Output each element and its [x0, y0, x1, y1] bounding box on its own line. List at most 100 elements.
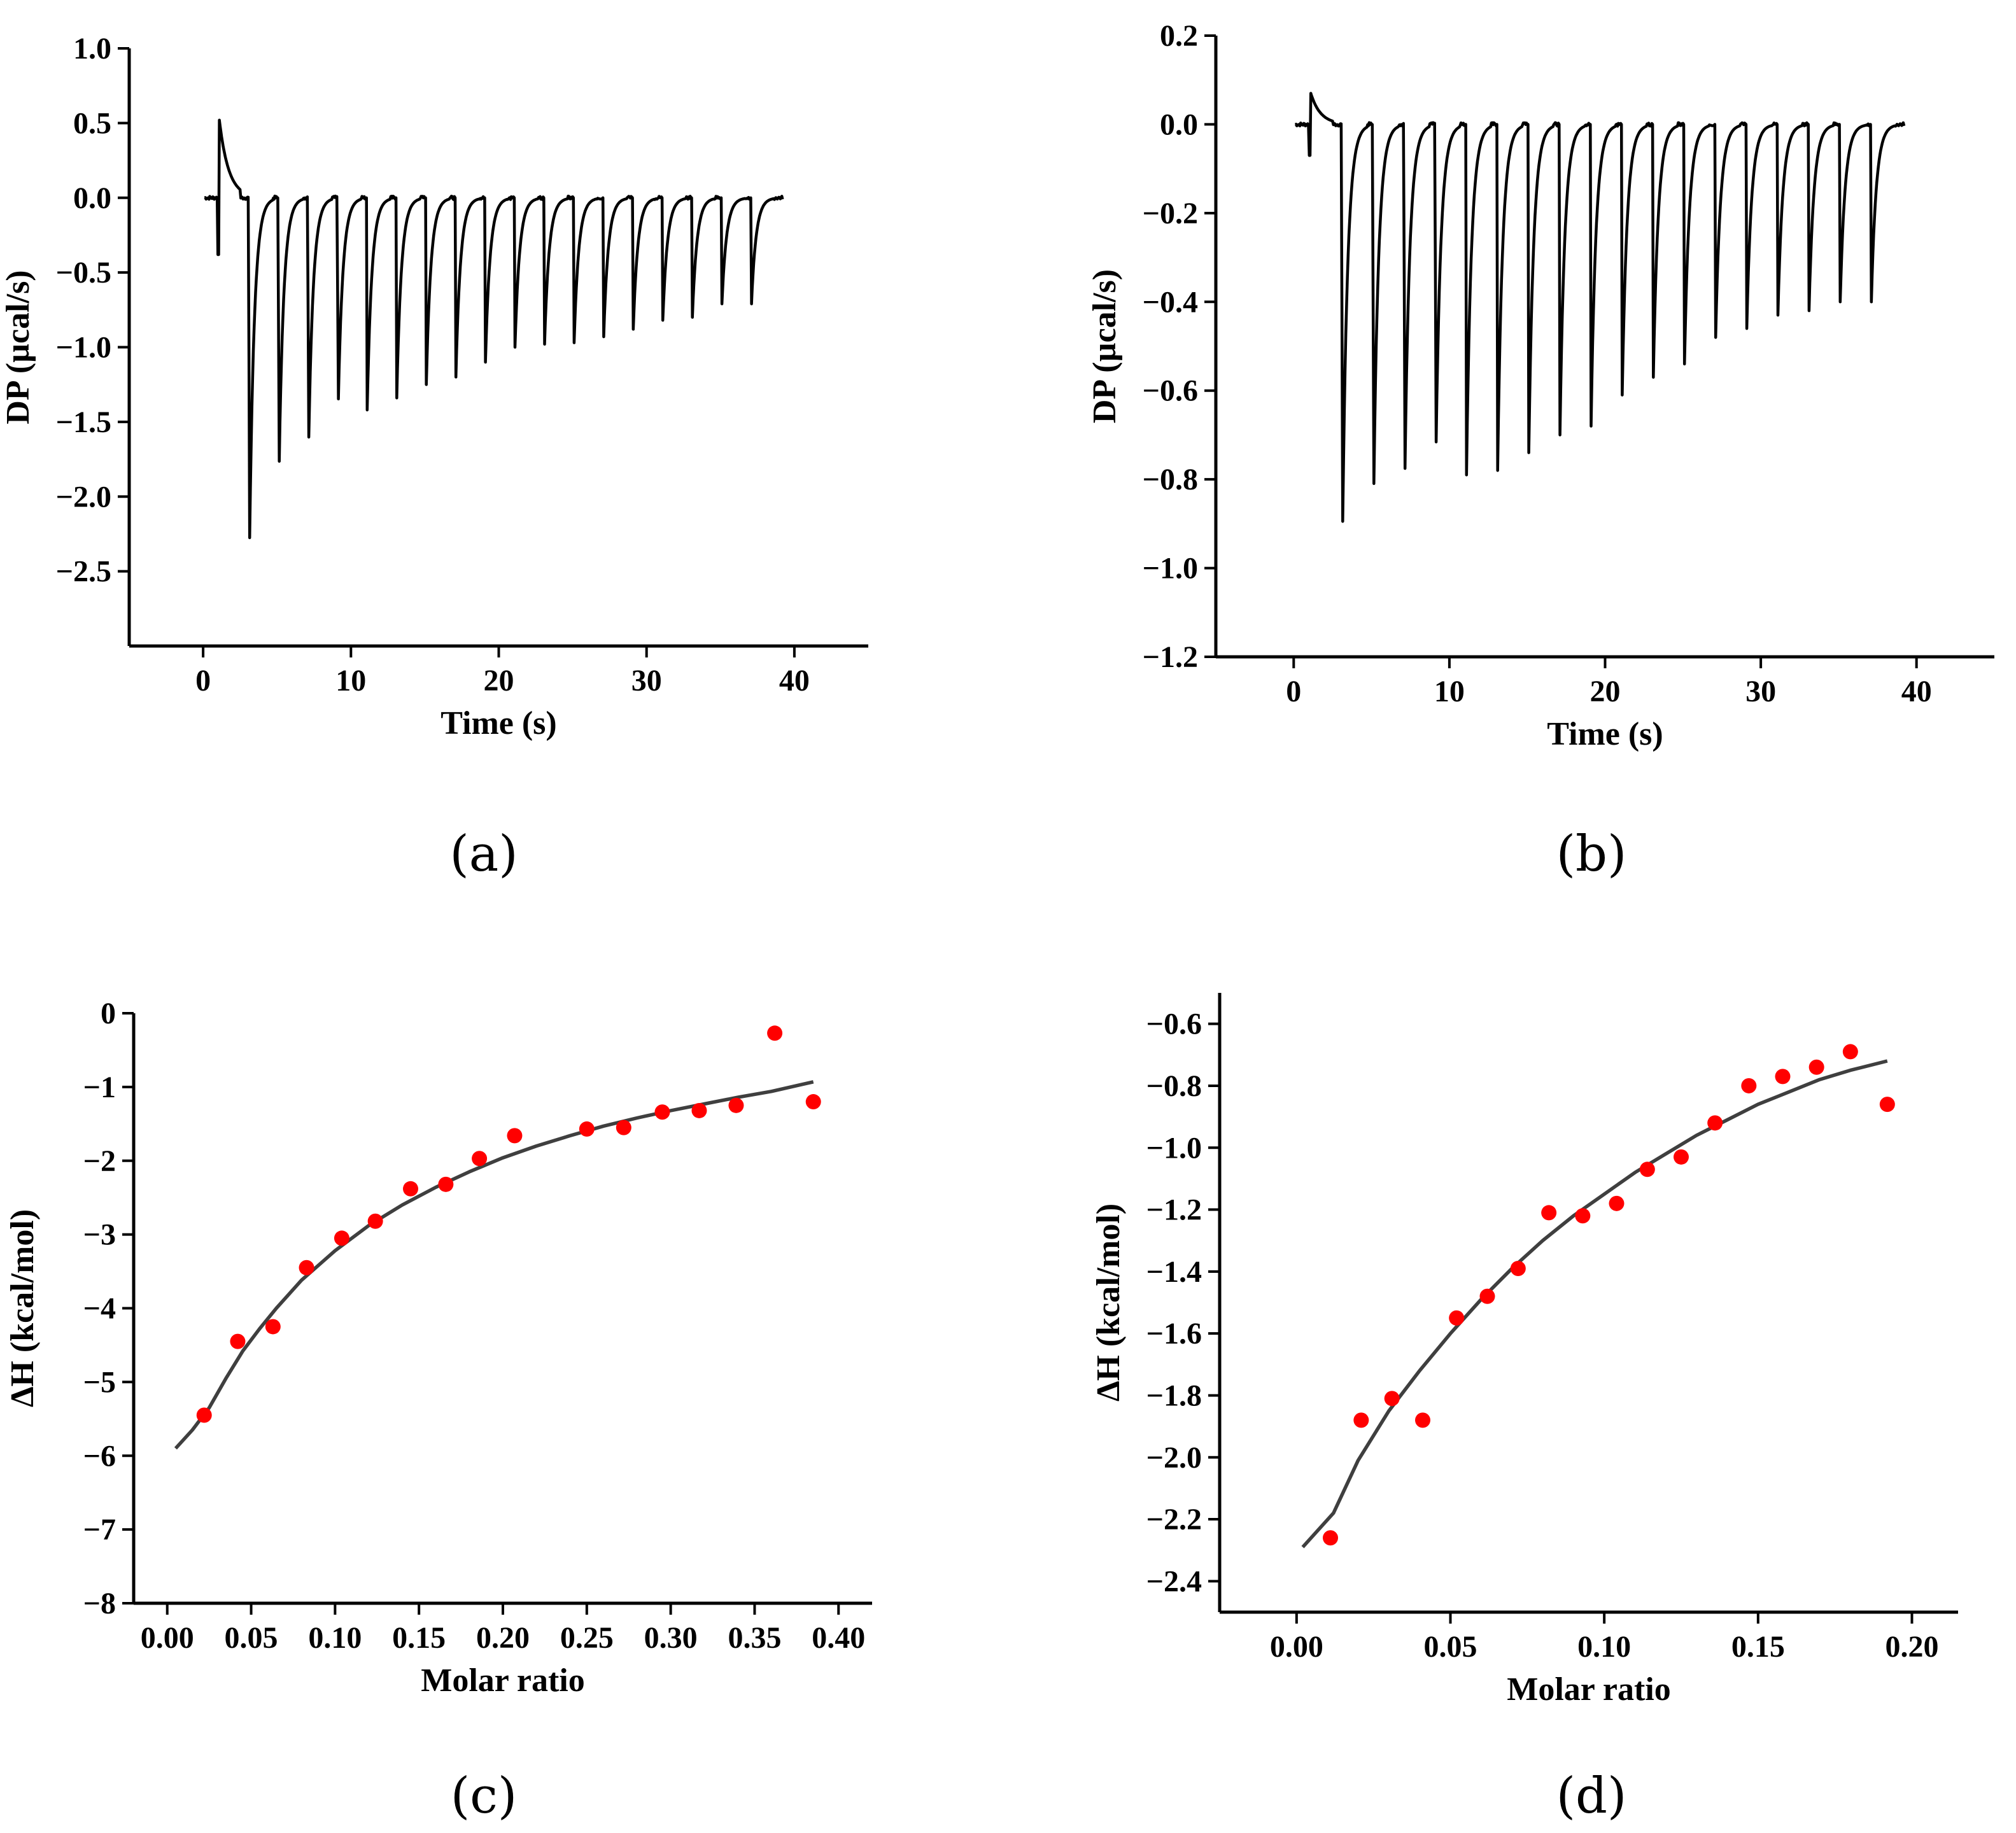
data-point-c	[438, 1176, 454, 1192]
panel-label-c: (c)	[451, 1767, 518, 1825]
x-tick-label-d: 0.05	[1424, 1630, 1477, 1664]
x-axis-title-c: Molar ratio	[421, 1662, 585, 1699]
y-tick-label-b: −1.0	[1143, 552, 1198, 586]
data-point-d	[1741, 1078, 1757, 1093]
x-tick-label-a: 20	[484, 664, 514, 698]
data-point-d	[1353, 1412, 1369, 1428]
y-tick-label-a: 0.5	[73, 106, 111, 140]
x-tick-label-d: 0.10	[1577, 1630, 1631, 1664]
x-tick-label-c: 0.25	[560, 1621, 614, 1655]
data-point-d	[1775, 1069, 1791, 1085]
x-tick-label-c: 0.15	[392, 1621, 446, 1655]
x-tick-label-c: 0.10	[308, 1621, 362, 1655]
data-point-c	[230, 1333, 246, 1349]
x-tick-label-d: 0.20	[1886, 1630, 1939, 1664]
x-axis-title-d: Molar ratio	[1507, 1671, 1671, 1708]
x-tick-label-c: 0.30	[644, 1621, 698, 1655]
x-tick-label-b: 40	[1901, 675, 1932, 708]
x-tick-label-b: 30	[1745, 675, 1776, 708]
data-point-c	[728, 1097, 744, 1113]
x-axis-title-a: Time (s)	[441, 705, 556, 741]
data-point-c	[691, 1102, 707, 1118]
y-tick-label-b: −0.2	[1143, 197, 1198, 230]
x-tick-label-c: 0.05	[225, 1621, 278, 1655]
data-point-c	[507, 1128, 523, 1144]
data-point-d	[1541, 1205, 1557, 1221]
x-tick-label-a: 40	[779, 664, 810, 698]
y-tick-label-c: −1	[83, 1071, 116, 1104]
y-tick-label-c: 0	[101, 997, 116, 1030]
y-tick-label-d: −0.6	[1146, 1008, 1202, 1041]
data-point-d	[1674, 1149, 1689, 1165]
y-tick-label-b: −0.4	[1143, 285, 1198, 319]
y-tick-label-c: −7	[83, 1513, 116, 1547]
y-axis-title-b: DP (µcal/s)	[1087, 269, 1123, 423]
y-tick-label-a: −2.0	[56, 480, 111, 514]
data-point-d	[1842, 1044, 1858, 1060]
y-tick-label-b: −0.8	[1143, 463, 1198, 496]
data-point-c	[579, 1121, 595, 1137]
x-tick-label-d: 0.00	[1270, 1630, 1323, 1664]
y-tick-label-d: −1.2	[1146, 1193, 1202, 1227]
data-point-c	[334, 1230, 349, 1246]
data-point-c	[403, 1181, 418, 1197]
x-tick-label-b: 20	[1590, 675, 1621, 708]
data-point-c	[299, 1260, 314, 1275]
y-tick-label-b: 0.0	[1160, 108, 1198, 141]
fit-curve-d	[1301, 1059, 1888, 1549]
y-tick-label-a: −0.5	[56, 256, 111, 290]
y-axis-title-d: ΔH (kcal/mol)	[1090, 1204, 1127, 1401]
y-tick-label-a: −2.5	[56, 555, 111, 589]
data-point-c	[265, 1319, 281, 1335]
data-point-c	[196, 1407, 212, 1423]
data-point-d	[1808, 1059, 1824, 1075]
y-tick-label-c: −8	[83, 1587, 116, 1620]
data-point-c	[472, 1151, 488, 1167]
y-tick-label-b: −0.6	[1143, 374, 1198, 408]
data-point-c	[654, 1104, 670, 1120]
x-tick-label-c: 0.20	[476, 1621, 530, 1655]
thermogram-line-b	[1294, 92, 1906, 523]
data-point-c	[616, 1120, 631, 1135]
data-point-c	[367, 1213, 383, 1229]
y-tick-label-d: −0.8	[1146, 1069, 1202, 1103]
y-tick-label-d: −2.0	[1146, 1441, 1202, 1475]
y-tick-label-c: −4	[83, 1292, 116, 1326]
x-tick-label-c: 0.35	[728, 1621, 781, 1655]
panel-label-a: (a)	[449, 825, 518, 883]
data-point-c	[805, 1094, 821, 1110]
data-point-d	[1575, 1208, 1591, 1224]
x-tick-label-b: 10	[1434, 675, 1465, 708]
y-axis-title-a: DP (µcal/s)	[0, 270, 36, 424]
y-tick-label-b: 0.2	[1160, 19, 1198, 53]
data-point-d	[1609, 1195, 1625, 1211]
y-tick-label-a: 0.0	[73, 181, 111, 215]
data-point-d	[1415, 1412, 1430, 1428]
y-tick-label-c: −2	[83, 1144, 116, 1178]
data-point-c	[767, 1025, 783, 1041]
x-tick-label-a: 0	[195, 664, 211, 698]
x-tick-label-d: 0.15	[1731, 1630, 1785, 1664]
x-tick-label-a: 30	[631, 664, 662, 698]
data-point-d	[1384, 1391, 1400, 1407]
data-point-d	[1323, 1530, 1338, 1546]
y-tick-label-d: −1.8	[1146, 1379, 1202, 1412]
panel-label-b: (b)	[1556, 825, 1627, 883]
y-tick-label-d: −2.4	[1146, 1564, 1202, 1598]
panel-label-d: (d)	[1556, 1767, 1627, 1825]
y-tick-label-a: 1.0	[73, 32, 111, 66]
data-point-d	[1639, 1162, 1655, 1177]
data-point-d	[1707, 1115, 1723, 1131]
y-tick-label-c: −6	[83, 1439, 116, 1473]
y-tick-label-c: −5	[83, 1365, 116, 1399]
y-tick-label-b: −1.2	[1143, 640, 1198, 674]
x-axis-title-b: Time (s)	[1547, 716, 1663, 752]
y-tick-label-a: −1.5	[56, 405, 111, 439]
data-point-d	[1879, 1097, 1895, 1113]
x-tick-label-c: 0.40	[812, 1621, 865, 1655]
y-tick-label-d: −1.4	[1146, 1255, 1202, 1289]
data-point-d	[1449, 1310, 1465, 1326]
fit-curve-c	[174, 1080, 814, 1450]
